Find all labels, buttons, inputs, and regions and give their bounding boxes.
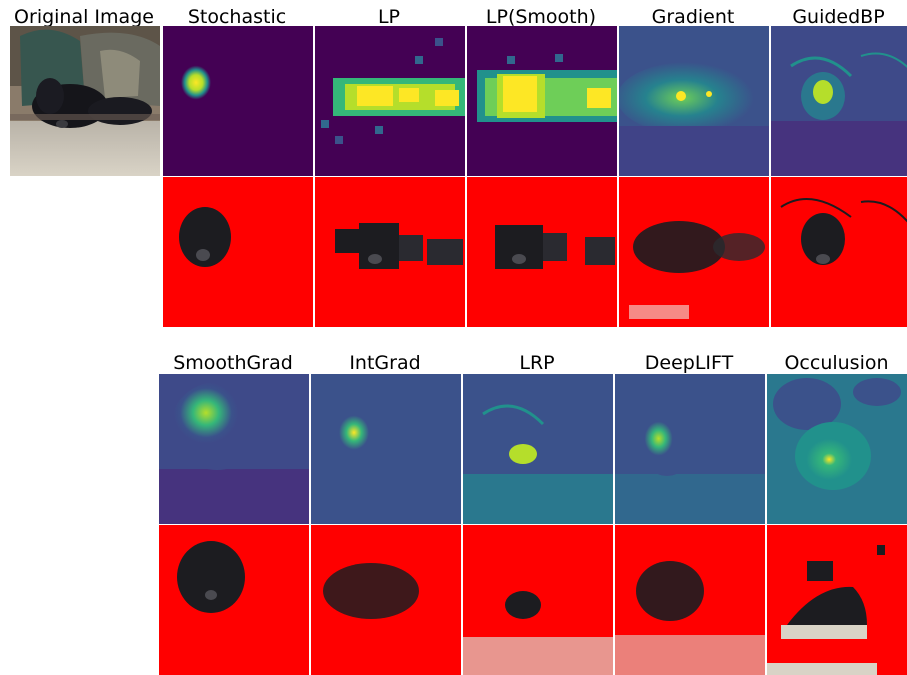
deeplift-mask [615, 525, 765, 675]
stochastic-heatmap [163, 26, 313, 176]
title-smoothgrad: SmoothGrad [173, 352, 293, 374]
gradient-heatmap [619, 26, 769, 176]
title-lrp: LRP [519, 352, 555, 374]
lrp-mask [463, 525, 613, 675]
smoothgrad-mask [159, 525, 309, 675]
stochastic-mask [163, 177, 313, 327]
smoothgrad-heatmap [159, 374, 309, 524]
occlusion-heatmap [767, 374, 907, 524]
lp-mask [315, 177, 465, 327]
guidedbp-mask [771, 177, 907, 327]
occlusion-mask [767, 525, 907, 675]
title-intgrad: IntGrad [349, 352, 421, 374]
title-stochastic: Stochastic [187, 6, 287, 28]
title-lp: LP [377, 6, 401, 28]
guidedbp-heatmap [771, 26, 907, 176]
title-lp-smooth: LP(Smooth) [485, 6, 597, 28]
title-gradient: Gradient [651, 6, 735, 28]
title-guidedbp: GuidedBP [792, 6, 885, 28]
gradient-mask [619, 177, 769, 327]
original-image [10, 26, 160, 176]
intgrad-mask [311, 525, 461, 675]
intgrad-heatmap [311, 374, 461, 524]
lrp-heatmap [463, 374, 613, 524]
lp-smooth-heatmap [467, 26, 617, 176]
deeplift-heatmap [615, 374, 765, 524]
title-occlusion: Occulusion [784, 352, 889, 374]
title-deeplift: DeepLIFT [644, 352, 734, 374]
lp-heatmap [315, 26, 465, 176]
lp-smooth-mask [467, 177, 617, 327]
original-image-title: Original Image [14, 6, 154, 28]
